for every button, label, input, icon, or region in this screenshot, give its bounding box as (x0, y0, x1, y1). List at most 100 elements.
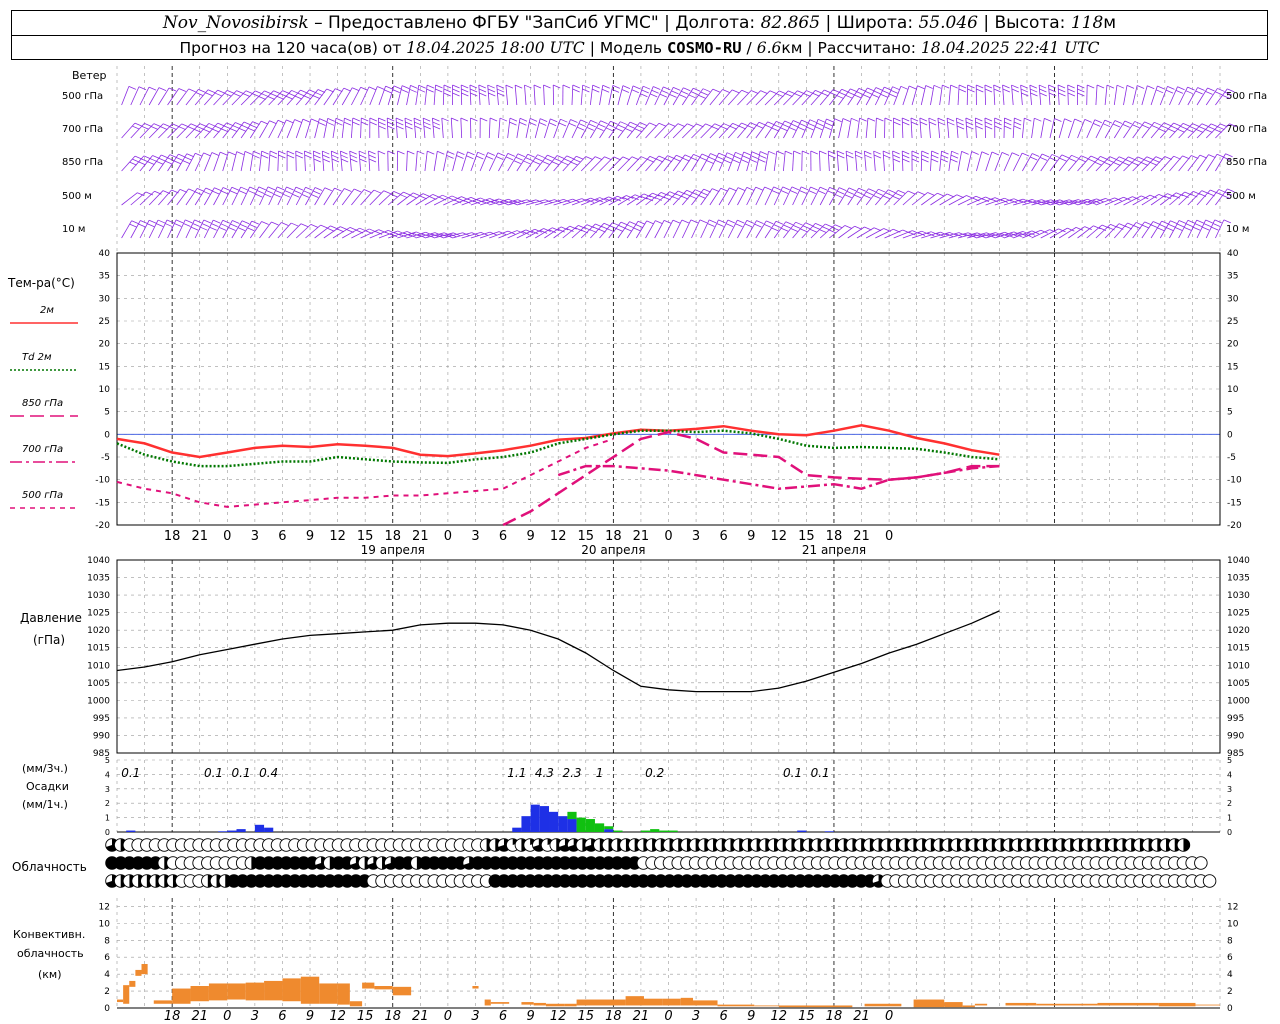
wind-barb (1095, 224, 1111, 239)
wind-barb (626, 122, 641, 139)
wind-barb-tick (712, 188, 720, 193)
wind-barb-tick (301, 193, 309, 198)
wind-barb (1029, 85, 1032, 106)
wind-barb-tick (505, 84, 514, 89)
wind-barb-tick (479, 92, 487, 97)
wind-barb-tick (335, 117, 344, 122)
wind-barb-tick (186, 153, 194, 158)
wind-barb (1049, 199, 1070, 206)
wind-barb-tick (201, 223, 210, 227)
wind-barb (645, 220, 656, 239)
temp-tick-left: 20 (99, 340, 111, 350)
wind-barb (249, 221, 262, 239)
wind-barb-tick (149, 219, 157, 224)
wind-barb-tick (1013, 121, 1022, 126)
wind-barb (176, 188, 189, 206)
wind-barb (663, 155, 677, 172)
wind-barb (948, 85, 952, 106)
wind-barb (645, 86, 654, 106)
wind-barb (783, 120, 794, 139)
wind-barb-tick (1084, 118, 1092, 123)
wind-barb-tick (331, 154, 339, 159)
wind-barb-tick (242, 93, 251, 97)
wind-barb (378, 191, 394, 206)
wind-barb (764, 121, 777, 139)
wind-barb (121, 220, 133, 239)
wind-barb-tick (166, 219, 175, 224)
wind-barb-tick (818, 190, 826, 195)
wind-barb (645, 155, 660, 172)
precip-bar (539, 806, 550, 832)
wind-barb (1178, 220, 1189, 239)
wind-barb-tick (226, 90, 235, 94)
wind-barb (277, 222, 292, 239)
wind-barb-tick (1094, 161, 1103, 166)
wind-barb (461, 232, 482, 239)
wind-barb-tick (138, 223, 146, 228)
wind-barb (222, 187, 233, 206)
wind-barb-tick (758, 121, 767, 126)
wind-barb-tick (808, 190, 816, 194)
wind-barb-tick (594, 156, 603, 161)
wind-barb-tick (1020, 88, 1029, 93)
wind-barb (562, 119, 571, 139)
wind-barb-tick (211, 152, 220, 156)
precip-bar (824, 831, 834, 832)
wind-barb (525, 154, 538, 172)
wind-barb (323, 118, 329, 139)
wind-level-label: 700 гПа (62, 124, 103, 135)
conv-bar (245, 982, 265, 1001)
wind-barb (231, 121, 245, 139)
wind-barb (1067, 118, 1076, 139)
wind-barb (847, 188, 860, 206)
wind-barb-tick (620, 221, 629, 226)
wind-barb (571, 224, 588, 239)
wind-barb (700, 153, 711, 172)
wind-barb-tick (178, 153, 186, 158)
wind-barb-tick (221, 128, 229, 133)
wind-barb-tick (205, 92, 213, 97)
wind-barb (397, 192, 414, 206)
wind-barb (682, 123, 697, 139)
wind-barb-tick (751, 151, 760, 156)
day-label: 20 апреля (581, 543, 645, 557)
wind-barb-tick (825, 223, 833, 228)
wind-barb-tick (1141, 195, 1149, 200)
wind-barb (920, 85, 927, 106)
wind-barb-tick (1175, 192, 1184, 197)
wind-barb-tick (187, 126, 196, 130)
wind-barb (185, 89, 199, 106)
wind-barb (130, 86, 140, 106)
wind-barb-tick (681, 90, 689, 95)
wind-barb (1123, 121, 1136, 139)
wind-barb-tick (378, 121, 386, 126)
wind-barb-tick (1116, 159, 1124, 163)
wind-barb-tick (414, 121, 422, 126)
wind-barb (249, 151, 254, 172)
wind-barb-tick (714, 123, 722, 128)
x-tick-label: 3 (692, 529, 700, 544)
wind-barb-tick (522, 231, 530, 235)
temp-tick-right: 10 (1227, 385, 1239, 395)
wind-barb (158, 87, 170, 106)
wind-barb-tick (878, 188, 886, 193)
wind-barb-tick (1147, 85, 1155, 90)
wind-barb (194, 219, 205, 239)
wind-barb-tick (975, 117, 983, 122)
wind-barb-tick (200, 226, 208, 231)
wind-barb (617, 156, 633, 172)
wind-barb (487, 85, 490, 106)
wind-barb-tick (800, 228, 808, 233)
x-tick-label: 15 (357, 529, 374, 544)
wind-barb (434, 232, 454, 239)
wind-barb (773, 221, 787, 239)
wind-barb-tick (1014, 117, 1022, 122)
wind-barb-tick (360, 121, 369, 126)
wind-level-label-right: 500 гПа (1226, 91, 1267, 102)
wind-barb (332, 227, 351, 239)
wind-barb-tick (598, 228, 606, 233)
wind-barb-tick (558, 122, 567, 127)
wind-barb-tick (195, 92, 204, 96)
wind-barb (489, 198, 509, 206)
wind-barb-tick (334, 187, 342, 192)
